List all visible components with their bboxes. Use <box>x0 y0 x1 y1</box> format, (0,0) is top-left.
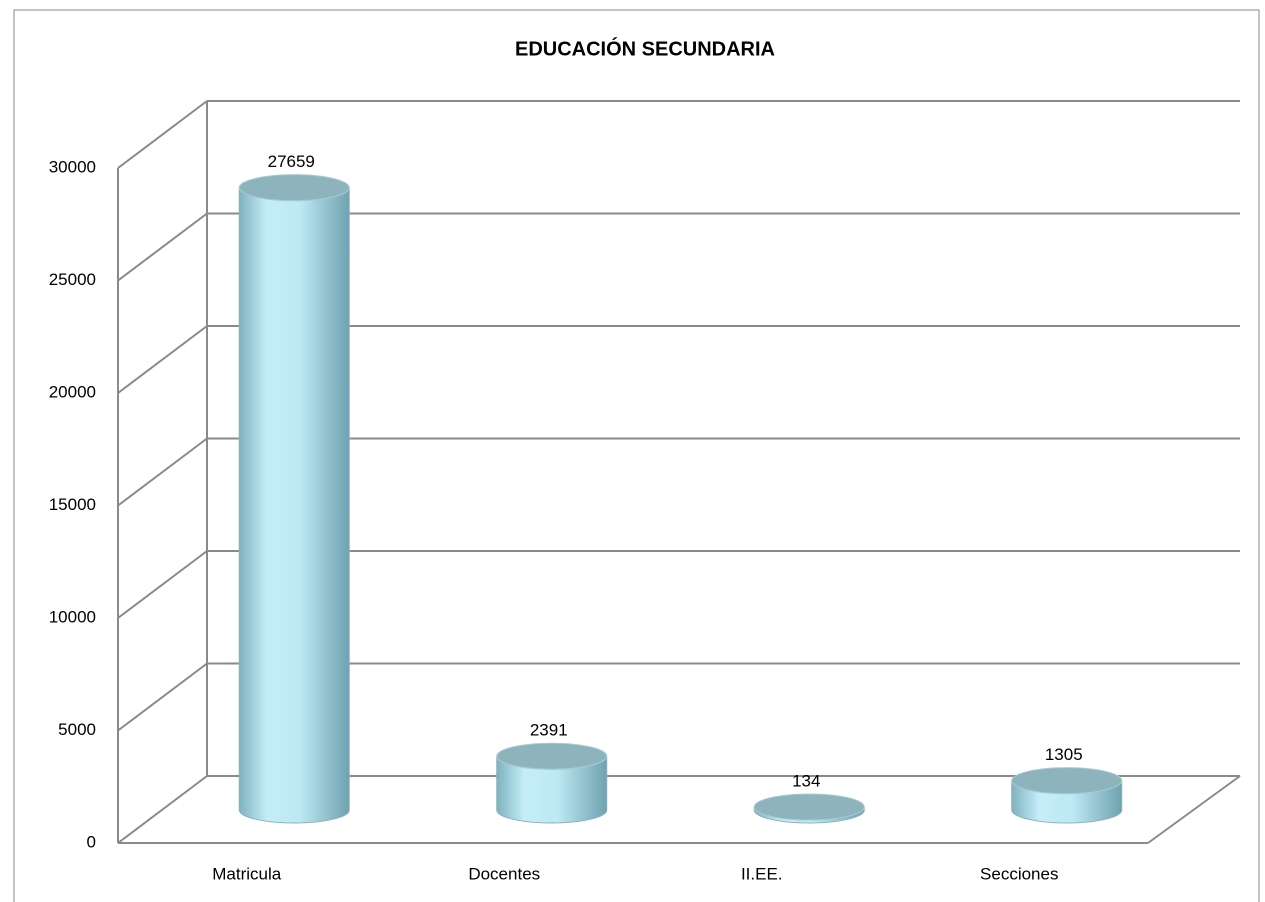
grid-line <box>117 325 208 394</box>
data-label: 27659 <box>268 152 315 171</box>
chart-frame <box>13 9 1260 902</box>
data-label: 2391 <box>530 721 568 740</box>
grid-line <box>117 550 208 619</box>
grid-line <box>117 100 208 169</box>
bar-top <box>753 793 865 821</box>
data-label: 1305 <box>1045 745 1083 764</box>
bar-top <box>238 174 350 202</box>
y-tick-label: 20000 <box>49 382 96 401</box>
grid-line <box>117 775 208 844</box>
bar <box>238 187 350 824</box>
x-tick-label: Docentes <box>468 864 540 883</box>
cylinder <box>496 742 608 824</box>
cylinder <box>1011 767 1123 824</box>
x-tick-label: II.EE. <box>741 864 783 883</box>
y-tick-label: 10000 <box>49 607 96 626</box>
grid-line <box>117 212 208 282</box>
chart-title: EDUCACIÓN SECUNDARIA <box>515 36 775 60</box>
x-tick-label: Secciones <box>980 864 1058 883</box>
bar-top <box>496 742 608 770</box>
grid-line <box>117 662 208 732</box>
floor-right <box>1147 775 1241 844</box>
y-tick-label: 15000 <box>49 495 96 514</box>
grid-line <box>117 437 208 507</box>
y-tick-label: 25000 <box>49 270 96 289</box>
y-tick-label: 5000 <box>58 720 96 739</box>
cylinder <box>238 174 350 824</box>
y-tick-label: 0 <box>87 832 96 851</box>
y-tick-label: 30000 <box>49 157 96 176</box>
cylinder <box>753 793 865 824</box>
bar-top <box>1011 767 1123 795</box>
data-label: 134 <box>792 771 820 790</box>
x-tick-label: Matricula <box>212 864 282 883</box>
